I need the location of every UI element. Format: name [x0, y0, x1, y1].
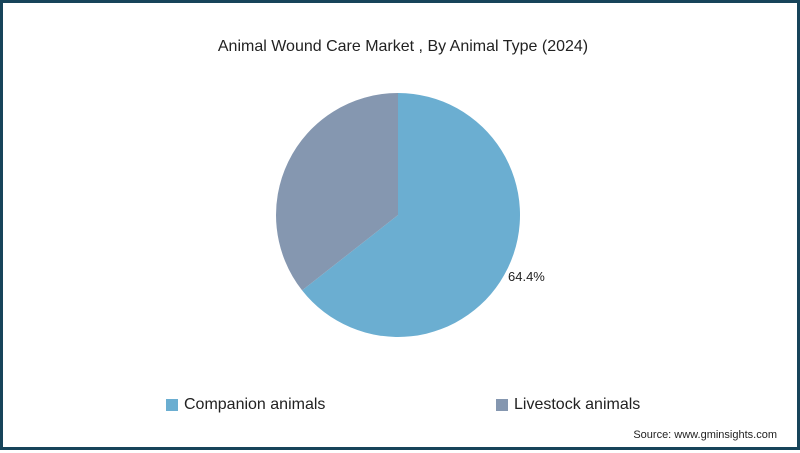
pie-chart — [276, 92, 521, 337]
legend-swatch-icon — [166, 399, 178, 411]
legend-swatch-icon — [496, 399, 508, 411]
legend-label: Companion animals — [184, 396, 326, 413]
legend-item-companion-animals: Companion animals — [166, 396, 325, 414]
source-note: Source: www.gminsights.com — [633, 429, 777, 441]
legend-item-livestock-animals: Livestock animals — [496, 396, 640, 414]
chart-title: Animal Wound Care Market , By Animal Typ… — [217, 38, 589, 55]
pie-slice-livestock-animals — [276, 93, 398, 291]
pie-slice-companion-animals — [302, 92, 521, 337]
slice-data-label: 64.4% — [508, 269, 545, 284]
legend-label: Livestock animals — [514, 396, 641, 413]
